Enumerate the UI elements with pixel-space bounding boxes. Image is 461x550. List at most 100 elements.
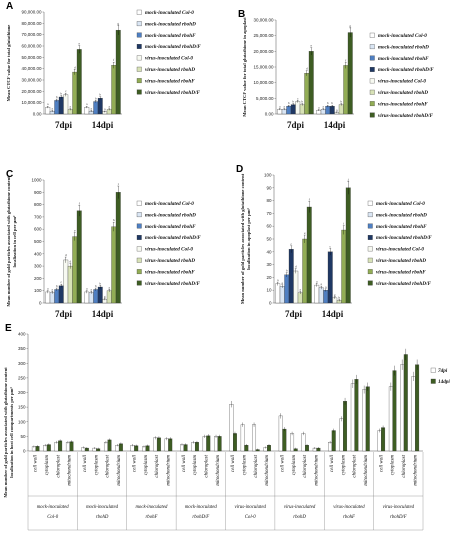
y-tick-label: 60,000.00 <box>21 44 42 49</box>
compartment-label: cell wall <box>182 454 187 472</box>
legend-label: mock-inoculated Col-0 <box>145 10 194 16</box>
y-tick-label: 25,000.00 <box>253 33 274 38</box>
bar <box>388 386 393 452</box>
significance-letter: a <box>86 287 88 291</box>
bar <box>58 440 63 452</box>
significance-letter: a <box>90 106 92 110</box>
bar <box>206 435 211 452</box>
significance-letter: e <box>74 229 76 233</box>
legend-swatch <box>136 66 142 72</box>
y-tick-label: 70,000.00 <box>21 32 42 37</box>
legend-label: mock-inoculated rbohD/F <box>378 67 434 73</box>
bar <box>377 430 382 452</box>
y-tick-label: 0.00 <box>33 112 42 117</box>
bar <box>217 436 222 452</box>
bar <box>403 354 408 452</box>
legend-label: virus-inoculated rbohD <box>378 90 428 96</box>
y-tick-label: 250 <box>18 375 26 380</box>
compartment-label: cell wall <box>83 454 88 472</box>
significance-letter: b <box>60 92 62 96</box>
significance-letter: b <box>340 100 342 104</box>
bar <box>295 101 301 115</box>
x-category-label: 7dpi <box>287 120 305 130</box>
x-category-label: 14dpi <box>92 309 114 319</box>
significance-letter: c <box>60 280 62 284</box>
bar <box>156 437 161 452</box>
bar <box>345 187 351 304</box>
panel-label: D <box>236 164 243 175</box>
bar <box>45 291 51 304</box>
significance-letter: g <box>334 293 336 297</box>
y-tick-label: 50,000.00 <box>21 55 42 60</box>
bar <box>278 415 283 452</box>
bar <box>338 104 344 115</box>
y-axis-title: localization in apoplast per μm² <box>246 207 251 269</box>
group-label: Col-0 <box>47 515 59 520</box>
compartment-label: cytoplasm <box>193 455 198 476</box>
legend-label: virus-inoculated rbohD/F <box>378 113 433 119</box>
significance-letter: a <box>279 105 281 109</box>
bar <box>111 65 117 115</box>
y-tick-label: 70 <box>266 211 272 216</box>
bar <box>297 292 303 304</box>
bar <box>72 71 78 115</box>
significance-letter: c <box>329 244 331 248</box>
significance-letter: a <box>299 287 301 291</box>
bar <box>111 226 117 304</box>
bar <box>240 424 245 452</box>
significance-letter: a <box>51 287 53 291</box>
significance-letter: h <box>113 218 115 222</box>
group-label: rbohF <box>343 515 355 520</box>
compartment-label: cell wall <box>281 454 286 472</box>
bar <box>233 433 237 452</box>
bar <box>318 287 324 304</box>
legend-swatch <box>369 32 375 38</box>
legend-swatch <box>430 378 436 384</box>
panel-label: A <box>6 1 13 12</box>
significance-letter: f <box>345 58 347 62</box>
x-category-label: 7dpi <box>285 309 303 319</box>
compartment-label: cytoplasm <box>341 455 346 476</box>
legend-swatch <box>367 200 373 206</box>
compartment-label: mitochondrium <box>166 455 171 486</box>
y-tick-label: 200 <box>34 276 42 281</box>
x-category-label: 14dpi <box>322 309 344 319</box>
legend-label: virus-inoculated Col-0 <box>376 247 424 253</box>
legend-label: virus-inoculated rbohD/F <box>376 281 431 287</box>
bar <box>343 401 348 452</box>
legend-label: 7dpi <box>438 368 448 374</box>
significance-letter: e <box>304 231 306 235</box>
compartment-label: cytoplasm <box>243 455 248 476</box>
bar <box>58 285 64 304</box>
legend-label: mock-inoculated Col-0 <box>145 201 194 207</box>
significance-letter: a <box>108 105 110 109</box>
significance-letter: a <box>322 105 324 109</box>
bar <box>415 364 420 452</box>
bar <box>331 430 336 452</box>
compartment-label: cell wall <box>231 454 236 472</box>
legend-swatch <box>367 280 373 286</box>
bar <box>325 106 331 115</box>
significance-letter: a <box>86 102 88 106</box>
significance-letter: a <box>316 279 318 283</box>
significance-letter: g <box>104 294 106 298</box>
significance-letter: a <box>51 106 53 110</box>
bar <box>290 433 295 452</box>
y-tick-label: 30 <box>266 262 272 267</box>
group-label: mock-inoculated <box>86 505 119 510</box>
legend-swatch <box>136 21 142 27</box>
bar <box>343 65 349 115</box>
significance-letter: b <box>56 284 58 288</box>
significance-letter: g <box>349 24 351 28</box>
significance-letter: b <box>301 100 303 104</box>
bar <box>347 32 353 115</box>
compartment-label: cytoplasm <box>94 455 99 476</box>
bar <box>54 100 60 115</box>
bar <box>323 290 329 304</box>
bar <box>293 270 299 304</box>
legend-swatch <box>369 112 375 118</box>
bar <box>84 107 90 115</box>
panel-label: E <box>5 323 12 334</box>
legend-label: 14dpi <box>438 379 450 385</box>
bar <box>282 428 287 452</box>
